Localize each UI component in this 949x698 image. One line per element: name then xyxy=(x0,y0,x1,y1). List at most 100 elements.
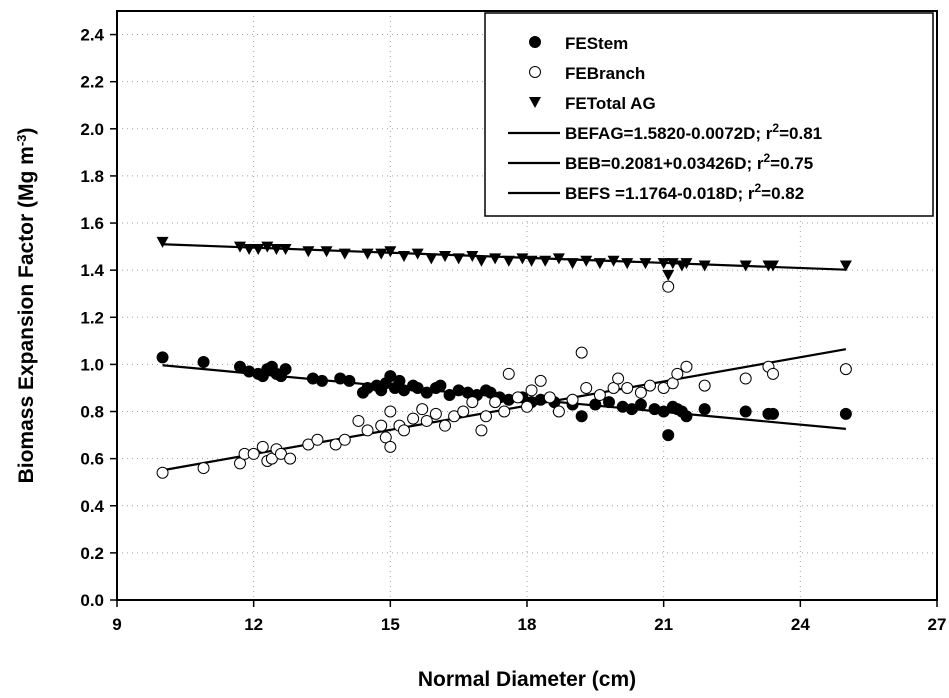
branch-point xyxy=(768,368,779,379)
branch-point xyxy=(512,392,523,403)
legend-equation-label: BEFS =1.1764-0.018D; r2=0.82 xyxy=(565,181,804,203)
branch-point xyxy=(481,411,492,422)
legend-equation-text: BEFS =1.1764-0.018D; r xyxy=(565,184,755,203)
branch-point xyxy=(503,368,514,379)
y-tick-label: 0.2 xyxy=(80,544,104,563)
branch-point xyxy=(522,401,533,412)
stem-point xyxy=(576,411,587,422)
y-axis-label: Biomass Expansion Factor (Mg m-3) xyxy=(14,128,39,484)
branch-point xyxy=(353,415,364,426)
branch-point xyxy=(385,406,396,417)
branch-point xyxy=(635,387,646,398)
total-ag-point xyxy=(398,251,410,262)
legend-equation-text: BEFAG=1.5820-0.0072D; r xyxy=(565,124,773,143)
total-ag-point xyxy=(375,249,387,260)
branch-point xyxy=(376,420,387,431)
legend-equation-value: =0.82 xyxy=(761,184,804,203)
total-ag-point xyxy=(453,253,465,264)
stem-point xyxy=(435,380,446,391)
stem-point xyxy=(635,399,646,410)
total-ag-point xyxy=(489,253,501,264)
branch-point xyxy=(421,415,432,426)
data-points xyxy=(157,237,852,478)
legend-label: FEStem xyxy=(565,34,628,53)
y-tick-label: 1.4 xyxy=(80,261,104,280)
legend-equation-label: BEB=0.2081+0.03426D; r2=0.75 xyxy=(565,151,813,173)
branch-point xyxy=(312,434,323,445)
branch-point xyxy=(458,406,469,417)
total-ag-point xyxy=(539,256,551,267)
stem-point xyxy=(604,397,615,408)
stem-point xyxy=(157,352,168,363)
branch-point xyxy=(440,420,451,431)
branch-point xyxy=(581,382,592,393)
branch-point xyxy=(544,392,555,403)
stem-point xyxy=(663,430,674,441)
stem-point xyxy=(681,411,692,422)
branch-point xyxy=(535,375,546,386)
legend-equation-value: =0.75 xyxy=(770,154,813,173)
x-tick-label: 18 xyxy=(518,615,537,634)
total-ag-point xyxy=(302,246,314,257)
total-ag-point xyxy=(503,256,515,267)
branch-point xyxy=(499,406,510,417)
branch-point xyxy=(663,281,674,292)
total-ag-point xyxy=(594,258,606,269)
legend-equation-value: =0.81 xyxy=(779,124,822,143)
total-ag-point xyxy=(439,251,451,262)
branch-point xyxy=(399,425,410,436)
branch-point xyxy=(408,413,419,424)
stem-point xyxy=(740,406,751,417)
legend-equation-label: BEFAG=1.5820-0.0072D; r2=0.81 xyxy=(565,121,822,143)
branch-point xyxy=(417,404,428,415)
total-ag-point xyxy=(339,249,351,260)
y-tick-label: 2.4 xyxy=(80,26,104,45)
branch-point xyxy=(699,380,710,391)
branch-point xyxy=(681,361,692,372)
y-tick-label: 0.0 xyxy=(80,591,104,610)
branch-point xyxy=(430,408,441,419)
branch-point xyxy=(526,385,537,396)
legend-open-circle-icon xyxy=(530,67,541,78)
stem-point xyxy=(699,404,710,415)
total-ag-point xyxy=(321,246,333,257)
legend-label: FEBranch xyxy=(565,64,645,83)
total-ag-point xyxy=(362,249,374,260)
y-axis-label-end: ) xyxy=(15,128,38,135)
total-ag-point xyxy=(621,258,633,269)
y-tick-label: 0.6 xyxy=(80,450,104,469)
branch-point xyxy=(157,467,168,478)
total-ag-point xyxy=(425,253,437,264)
regression-lines xyxy=(163,244,846,470)
branch-point xyxy=(490,397,501,408)
y-tick-label: 0.8 xyxy=(80,403,104,422)
branch-point xyxy=(622,382,633,393)
legend: FEStem FEBranch FETotal AG BEFAG=1.5820-0.0… xyxy=(485,13,933,216)
total-ag-point xyxy=(699,260,711,271)
total-ag-point xyxy=(475,256,487,267)
y-tick-label: 0.4 xyxy=(80,497,104,516)
stem-point xyxy=(840,408,851,419)
y-axis-label-superscript: -3 xyxy=(14,135,29,147)
branch-point xyxy=(362,425,373,436)
total-ag-point xyxy=(252,244,264,255)
y-axis-label-main: Biomass Expansion Factor (Mg m xyxy=(15,146,38,483)
branch-point xyxy=(257,441,268,452)
x-axis-label: Normal Diameter (cm) xyxy=(418,668,636,691)
legend-equation-text: BEB=0.2081+0.03426D; r xyxy=(565,154,764,173)
x-tick-label: 15 xyxy=(381,615,400,634)
branch-point xyxy=(672,368,683,379)
stem-point xyxy=(280,364,291,375)
y-tick-label: 1.6 xyxy=(80,214,104,233)
total-ag-point xyxy=(567,258,579,269)
branch-point xyxy=(645,380,656,391)
branch-point xyxy=(740,373,751,384)
x-tick-label: 27 xyxy=(928,615,947,634)
y-tick-label: 1.8 xyxy=(80,167,104,186)
y-tick-label: 1.2 xyxy=(80,308,104,327)
total-ag-point xyxy=(157,237,169,248)
branch-point xyxy=(285,453,296,464)
branch-point xyxy=(594,390,605,401)
x-tick-label: 24 xyxy=(791,615,810,634)
legend-label: FETotal AG xyxy=(565,94,656,113)
